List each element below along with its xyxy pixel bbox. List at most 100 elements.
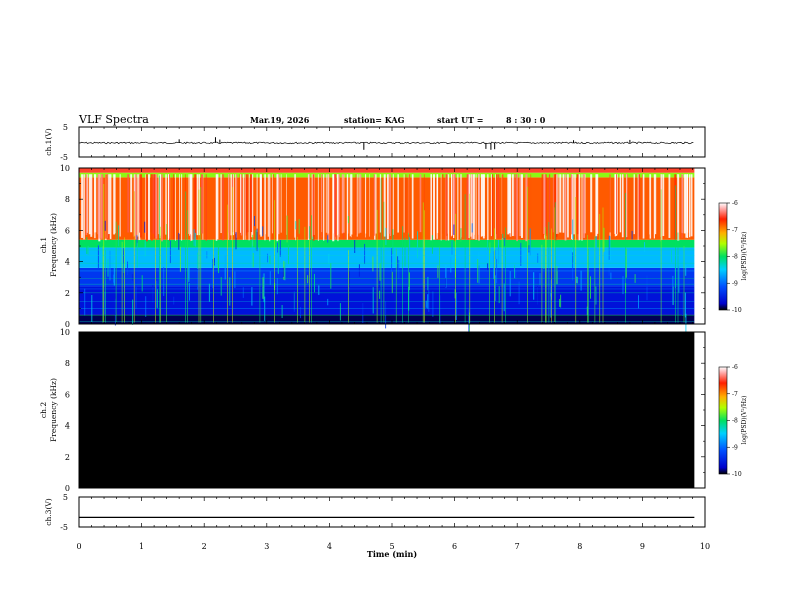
ch1-spectrogram-speckle — [347, 216, 349, 224]
ch1-spectrogram-speckle — [529, 228, 531, 256]
start-ut-value: 8 : 30 : 0 — [506, 115, 546, 125]
ch1-spectrogram-speckle — [163, 267, 165, 296]
ch2-colorbar-tick-label: -7 — [732, 391, 738, 398]
ch2-spec-y-tick-label: 2 — [65, 453, 70, 462]
ch1-spectrogram-column — [642, 174, 643, 237]
ch1-spectrogram-column — [497, 174, 500, 239]
ch1-spectrogram-speckle — [431, 235, 433, 254]
ch1-spectrogram-column — [466, 174, 469, 240]
ch1-spectrogram-column — [307, 174, 310, 240]
ch1-spectrogram-column — [312, 174, 315, 241]
ch1-spectrogram-column — [609, 174, 611, 233]
ch1-spectrogram-column — [548, 174, 551, 234]
ch1-spectrogram-speckle — [460, 228, 462, 242]
ch1-spectrogram-column — [516, 174, 518, 242]
ch1-spectrogram-column — [189, 174, 191, 236]
ch1-spectrogram-column — [135, 174, 137, 240]
ch1-spectrogram-speckle — [274, 283, 276, 290]
ch1-spectrogram-column — [158, 174, 160, 235]
ch1-spectrogram-column — [617, 174, 618, 235]
ch1-spectrogram-speckle — [114, 298, 116, 326]
ch1-spectrogram-speckle — [537, 286, 538, 305]
ch1-spectrogram-speckle — [504, 237, 506, 247]
ch1-spectrogram-speckle — [559, 299, 561, 307]
ch1-colorbar-tick-label: -9 — [732, 280, 738, 287]
start-ut-label: start UT = — [437, 115, 484, 125]
x-tick-label: 8 — [577, 542, 582, 551]
ch1-spectrogram-speckle — [385, 227, 387, 245]
ch1-spectrogram-speckle — [87, 245, 89, 255]
ch1-spectrogram-band — [79, 314, 695, 324]
ch1-spectrogram-column — [583, 174, 585, 238]
ch1-spectrogram-speckle — [104, 291, 106, 315]
ch1-spectrogram-column — [559, 174, 562, 233]
ch1-spectrogram-column — [272, 174, 274, 239]
ch1-spectrogram-column — [81, 174, 84, 238]
ch1-spectrogram-column — [228, 174, 230, 233]
ch2-spec-channel-label: ch.2 — [39, 402, 48, 418]
ch1-spectrogram-speckle — [339, 303, 341, 321]
ch1-spectrogram-column — [216, 174, 219, 240]
ch2-spec-y-axis-label: Frequency (kHz) — [49, 378, 58, 442]
ch1-spectrogram-speckle — [314, 273, 315, 293]
ch1-spectrogram-speckle — [234, 271, 236, 288]
ch1-spectrogram-column — [220, 174, 222, 234]
ch1-spectrogram-speckle — [445, 277, 447, 288]
figure-title: VLF Spectra — [78, 113, 149, 126]
ch1-spectrogram-column — [119, 174, 121, 237]
ch2-colorbar-tick-label: -8 — [732, 418, 738, 425]
ch1-spectrogram-column — [635, 174, 637, 238]
ch1-spectrogram-speckle — [152, 284, 154, 303]
ch1-colorbar-gradient — [718, 202, 728, 311]
ch1-spectrogram-column — [562, 174, 565, 233]
ch1-spectrogram-speckle — [495, 291, 497, 302]
ch1-spectrogram-speckle — [685, 264, 687, 276]
ch1-spectrogram-column — [457, 174, 459, 240]
ch1-spec-y-axis-label: Frequency (kHz) — [49, 213, 58, 277]
ch1-spectrogram-column — [323, 174, 325, 241]
ch1-spectrogram-speckle — [576, 277, 578, 284]
ch1-spectrogram-band — [79, 286, 695, 315]
ch1-spectrogram-column — [487, 174, 489, 241]
ch1-spectrogram-column — [247, 174, 249, 233]
ch1-spec-y-tick-label: 2 — [65, 289, 70, 298]
ch1-spectrogram-column — [387, 174, 389, 240]
ch1-spectrogram-column — [341, 174, 344, 234]
ch1-spectrogram-column — [148, 174, 150, 240]
ch1-spectrogram-speckle — [254, 216, 255, 227]
ch2-spec-y-tick-label: 4 — [65, 422, 70, 431]
ch1-spectrogram-speckle — [327, 235, 329, 243]
ch1-spectrogram-column — [564, 174, 567, 241]
ch1-spectrogram-column — [83, 174, 85, 240]
ch1-spec-channel-label: ch.1 — [39, 237, 48, 253]
ch1-spectrogram-column — [130, 174, 133, 233]
ch1-spectrogram-column — [167, 174, 170, 240]
ch1-spectrogram-column — [482, 174, 485, 239]
ch1-spectrogram-speckle — [372, 287, 374, 314]
ch1-spectrogram-speckle — [391, 271, 393, 294]
ch1-spectrogram-column — [337, 174, 339, 242]
ch1-spectrogram-speckle — [107, 259, 109, 277]
ch1-spectrogram-column — [240, 174, 241, 233]
ch1-spectrogram-speckle — [672, 275, 674, 305]
ch1-spectrogram-speckle — [197, 270, 199, 290]
ch1-spectrogram-column — [92, 174, 93, 236]
ch1-spectrogram-speckle — [509, 271, 511, 297]
ch1-spectrogram-speckle — [279, 240, 281, 257]
ch1-spectrogram-column — [327, 174, 329, 234]
ch1-spectrogram-column — [205, 174, 207, 242]
x-tick-label: 4 — [327, 542, 332, 551]
ch1-spectrogram-column — [145, 174, 146, 240]
ch1-spectrogram-speckle — [409, 237, 411, 251]
ch1-spectrogram-column — [150, 174, 152, 233]
ch1-spectrogram-column — [113, 174, 115, 235]
ch1-spectrogram-speckle — [378, 277, 380, 299]
ch1-spectrogram-speckle — [397, 256, 399, 278]
ch1-spectrogram-column — [194, 174, 195, 240]
ch1-spectrogram-speckle — [408, 286, 410, 311]
ch1-spectrogram-column — [102, 174, 104, 239]
ch1-spectrogram-column — [668, 174, 671, 238]
x-tick-label: 2 — [202, 542, 207, 551]
ch1-spectrogram-column — [430, 174, 432, 241]
